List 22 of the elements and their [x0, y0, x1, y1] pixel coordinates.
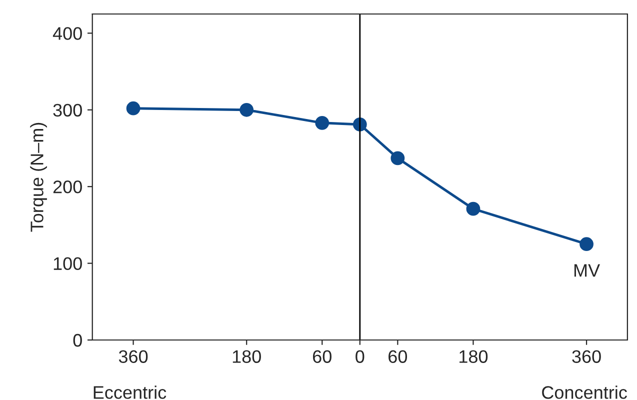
point	[466, 202, 480, 216]
text: Eccentric	[94, 386, 166, 399]
x-tick-label: 180	[460, 350, 488, 363]
y-tick-label: 300	[53, 104, 82, 117]
y-axis-title: Torque (N–m)	[30, 122, 47, 232]
y-tick-label: 100	[54, 257, 82, 270]
y-tick-label: 200	[53, 180, 82, 194]
x-tick-label: 360	[118, 350, 148, 363]
y-tick-label: 400	[52, 27, 82, 40]
point	[240, 102, 254, 117]
text: Concentric	[542, 386, 627, 399]
x-tick-label: 360	[572, 350, 601, 363]
x-tick-label: 0	[356, 350, 364, 363]
point	[390, 151, 405, 166]
annotation: MV	[574, 264, 600, 277]
point	[315, 116, 330, 130]
x-tick-label: 180	[232, 350, 261, 363]
x-tick-label: 60	[388, 350, 408, 363]
point	[580, 237, 594, 252]
point	[126, 101, 140, 116]
y-tick-label: 0	[73, 334, 82, 347]
x-tick-label: 60	[313, 350, 332, 363]
